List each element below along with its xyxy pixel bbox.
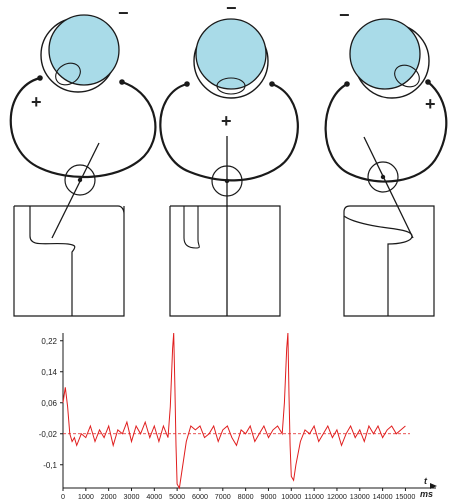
meter-pivot-ring xyxy=(64,164,96,196)
x-axis-arrow-icon xyxy=(430,483,437,489)
x-tick-label: 15000 xyxy=(395,492,415,501)
meter-needle xyxy=(51,142,100,239)
x-tick-label: 9000 xyxy=(260,492,276,501)
x-tick-label: 10000 xyxy=(281,492,301,501)
y-tick-label: 0,06 xyxy=(41,399,57,408)
electrode-wire xyxy=(324,81,448,183)
cornea-disc xyxy=(195,18,267,90)
x-tick-label: 0 xyxy=(61,492,65,501)
x-tick-label: 2000 xyxy=(101,492,117,501)
negative-pole-label: − xyxy=(118,3,129,23)
negative-pole-label: − xyxy=(339,5,350,25)
recording-trace-box xyxy=(169,205,281,317)
eye-panel-right: − + xyxy=(324,5,448,317)
recording-trace xyxy=(343,215,413,316)
x-tick-label: 7000 xyxy=(215,492,231,501)
y-tick-label: -0,02 xyxy=(39,430,58,439)
series-line xyxy=(62,332,406,490)
negative-pole-label: − xyxy=(226,0,237,18)
eye-panel-left: − + xyxy=(9,3,157,317)
pupil xyxy=(394,64,420,88)
positive-pole-label: + xyxy=(221,111,232,131)
y-tick-label: 0,22 xyxy=(41,337,57,346)
x-axis-label: ms xyxy=(420,489,433,499)
meter-pivot-ring xyxy=(367,161,399,193)
x-tick-label: 4000 xyxy=(146,492,162,501)
x-tick-label: 6000 xyxy=(192,492,208,501)
electrode-dot xyxy=(425,79,431,85)
recording-trace xyxy=(29,206,76,316)
x-tick-label: 1000 xyxy=(78,492,94,501)
pupil xyxy=(55,62,81,86)
electrode-dot xyxy=(119,79,125,85)
time-axis-symbol: t xyxy=(424,476,428,486)
eye-panel-center: − + xyxy=(159,0,299,317)
cornea-disc xyxy=(48,14,120,86)
recording-trace-box xyxy=(343,205,435,317)
meter-needle xyxy=(363,136,414,239)
eog-chart: 0,22 0,14 0,06 -0,02 -0,1 0 1000 2000 3000 4000 5… xyxy=(39,332,437,501)
x-tick-group: 0 1000 2000 3000 4000 5000 6000 7000 8000 9000 100… xyxy=(61,488,415,501)
recording-trace-box xyxy=(13,205,125,317)
x-tick-label: 13000 xyxy=(350,492,370,501)
electrode-dot xyxy=(184,81,190,87)
x-tick-label: 5000 xyxy=(169,492,185,501)
electrode-dot xyxy=(269,81,275,87)
x-tick-label: 12000 xyxy=(327,492,347,501)
electrode-dot xyxy=(344,81,350,87)
y-tick-label: -0,1 xyxy=(43,461,57,470)
pupil xyxy=(216,77,246,95)
y-tick-label: 0,14 xyxy=(41,368,57,377)
y-tick-group: 0,22 0,14 0,06 -0,02 -0,1 xyxy=(39,337,63,470)
recording-trace xyxy=(183,206,200,249)
electrode-dot xyxy=(37,75,43,81)
electrode-wire xyxy=(159,82,299,182)
x-tick-label: 3000 xyxy=(123,492,139,501)
x-tick-label: 8000 xyxy=(238,492,254,501)
cornea-disc xyxy=(349,18,421,90)
x-tick-label: 11000 xyxy=(304,492,323,501)
positive-pole-label: + xyxy=(425,94,436,114)
x-tick-label: 14000 xyxy=(373,492,393,501)
positive-pole-label: + xyxy=(31,92,42,112)
